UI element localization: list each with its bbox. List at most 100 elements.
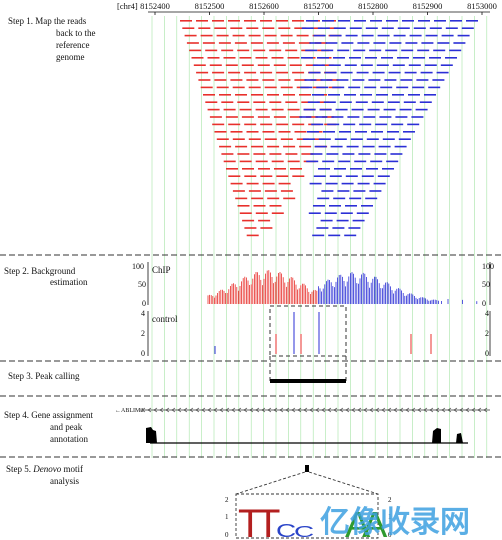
read-mark — [186, 42, 199, 44]
read-mark — [371, 101, 384, 103]
read-mark — [184, 34, 197, 37]
read-mark — [223, 57, 236, 59]
read-mark — [424, 64, 437, 66]
motif-letter: A — [362, 504, 388, 540]
read-mark — [283, 197, 296, 200]
step4-title: Step 4. Gene assignment — [4, 410, 93, 420]
read-mark — [378, 145, 391, 148]
read-mark — [332, 227, 345, 229]
motif-ytick-1-left: 1 — [225, 513, 229, 521]
read-mark — [396, 86, 409, 89]
read-mark — [317, 101, 330, 103]
read-mark — [413, 27, 426, 29]
read-mark — [380, 86, 393, 89]
read-mark — [214, 27, 227, 29]
read-mark — [302, 138, 315, 140]
read-mark — [340, 212, 353, 214]
read-mark — [308, 212, 321, 214]
read-mark — [285, 101, 298, 103]
read-mark — [433, 49, 446, 52]
read-mark — [361, 34, 374, 37]
read-mark — [289, 64, 302, 66]
read-mark — [271, 57, 284, 59]
read-mark — [289, 116, 302, 118]
read-mark — [292, 71, 305, 74]
read-mark — [334, 138, 347, 140]
read-mark — [434, 20, 446, 22]
read-mark — [241, 64, 254, 66]
read-mark — [369, 49, 382, 52]
read-mark — [348, 227, 361, 229]
read-mark — [343, 123, 356, 126]
read-mark — [242, 168, 254, 170]
motif-letter: C — [294, 523, 314, 540]
read-mark — [449, 49, 462, 52]
strand-arrow-icon — [321, 407, 326, 413]
read-mark — [221, 49, 234, 52]
read-mark — [235, 145, 248, 148]
read-mark — [324, 71, 337, 74]
strand-arrow-icon — [381, 407, 386, 413]
read-mark — [228, 71, 241, 74]
read-mark — [349, 57, 361, 59]
read-mark — [271, 108, 284, 111]
strand-arrow-icon — [351, 407, 356, 413]
read-mark — [339, 101, 352, 103]
control-ytick-0-left: 0 — [141, 349, 145, 358]
read-mark — [219, 94, 231, 96]
strand-arrow-icon — [159, 407, 164, 413]
strand-arrow-icon — [303, 407, 308, 413]
read-mark — [359, 123, 372, 126]
read-mark — [216, 86, 229, 89]
read-mark — [310, 27, 323, 29]
strand-arrow-icon — [483, 407, 488, 413]
read-mark — [417, 49, 430, 52]
read-mark — [278, 27, 291, 29]
strand-arrow-icon — [357, 407, 362, 413]
step2-line2: estimation — [50, 277, 88, 287]
strand-arrow-icon — [465, 407, 470, 413]
read-mark — [276, 20, 288, 22]
read-mark — [212, 20, 224, 22]
read-mark — [344, 234, 357, 237]
read-mark — [328, 94, 340, 96]
strand-arrow-icon — [393, 407, 398, 413]
read-mark — [205, 101, 218, 103]
read-mark — [300, 86, 313, 89]
mapped-reads — [180, 20, 478, 237]
gene-annotation: ←ABLIM2 — [115, 407, 490, 444]
read-mark — [203, 94, 215, 96]
step-labels: Step 1. Map the reads back to the refere… — [4, 16, 96, 486]
read-mark — [440, 64, 453, 66]
strand-arrow-icon — [399, 407, 404, 413]
read-mark — [260, 20, 272, 22]
strand-arrow-icon — [285, 407, 290, 413]
step1-title: Step 1. Map the reads — [8, 16, 87, 26]
read-mark — [365, 27, 378, 29]
read-mark — [356, 212, 369, 214]
read-mark — [212, 71, 225, 74]
read-mark — [278, 79, 291, 81]
read-mark — [389, 42, 402, 44]
read-mark — [370, 20, 382, 22]
read-mark — [244, 20, 256, 22]
read-mark — [271, 160, 284, 163]
read-mark — [307, 101, 320, 103]
read-mark — [445, 57, 457, 59]
read-mark — [324, 212, 337, 214]
read-mark — [202, 42, 215, 44]
read-mark — [230, 79, 243, 81]
step3-title: Step 3. Peak calling — [8, 371, 80, 381]
read-mark — [329, 205, 341, 207]
read-mark — [283, 94, 295, 96]
strand-arrow-icon — [237, 407, 242, 413]
read-mark — [360, 94, 372, 96]
read-mark — [264, 138, 277, 140]
read-mark — [373, 42, 386, 44]
read-mark — [313, 175, 326, 177]
read-mark — [445, 27, 458, 29]
read-mark — [381, 27, 394, 29]
read-mark — [329, 34, 342, 37]
read-mark — [225, 64, 238, 66]
